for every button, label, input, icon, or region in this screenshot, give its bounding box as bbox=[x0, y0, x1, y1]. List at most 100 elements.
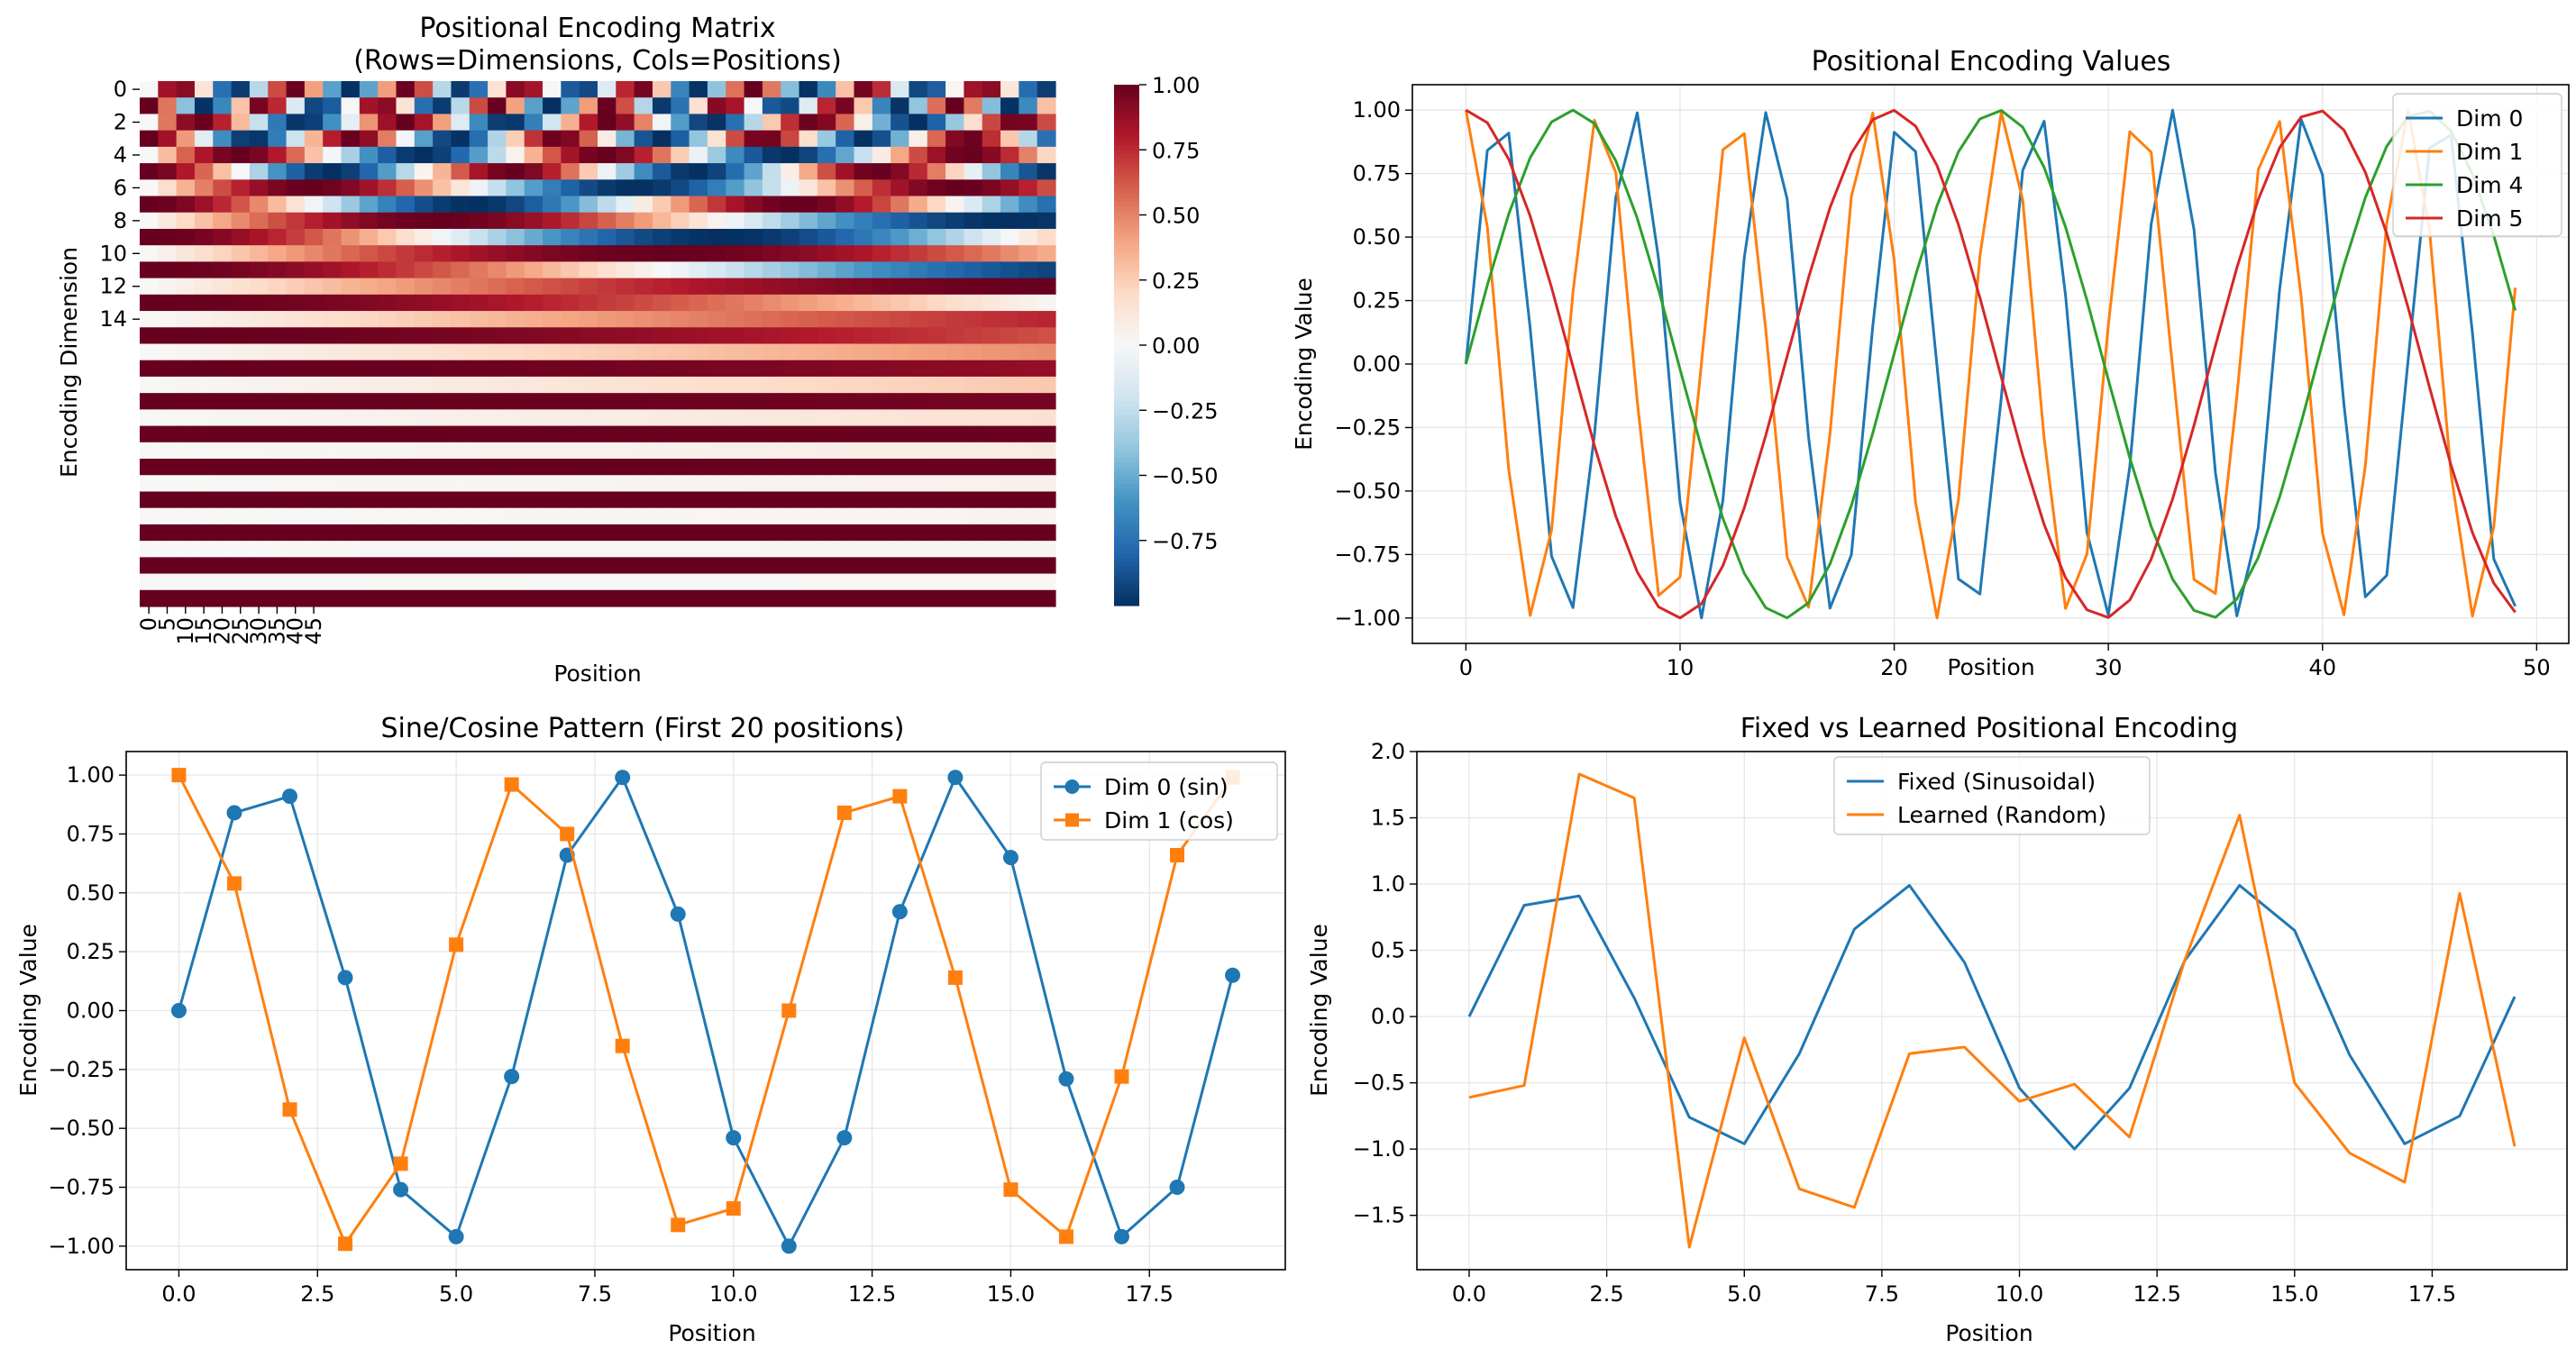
heatmap-cell bbox=[524, 376, 544, 394]
fixed-y-tick-label: 0.5 bbox=[1371, 938, 1405, 963]
heatmap-cell bbox=[323, 245, 343, 263]
heatmap-cell bbox=[543, 425, 562, 443]
heatmap-cell bbox=[506, 163, 525, 180]
heatmap-cell bbox=[964, 393, 983, 410]
heatmap-cell bbox=[543, 557, 562, 575]
sincos-y-tick-label: 0.00 bbox=[67, 998, 114, 1024]
heatmap-cell bbox=[561, 409, 580, 427]
heatmap-cell bbox=[378, 228, 397, 246]
heatmap-cell bbox=[451, 541, 470, 558]
heatmap-cell bbox=[909, 212, 928, 230]
sincos-data-point bbox=[282, 788, 298, 805]
heatmap-cell bbox=[1037, 196, 1056, 214]
heatmap-cell bbox=[561, 589, 580, 607]
colorbar-segment bbox=[1114, 341, 1139, 346]
heatmap-cell bbox=[836, 409, 855, 427]
heatmap-cell bbox=[927, 393, 946, 410]
heatmap-cell bbox=[414, 589, 434, 607]
sincos-data-point bbox=[449, 937, 464, 952]
heatmap-cell bbox=[414, 557, 434, 575]
heatmap-cell bbox=[799, 81, 818, 98]
heatmap-cell bbox=[414, 507, 434, 525]
heatmap-cell bbox=[671, 163, 690, 180]
heatmap-cell bbox=[451, 442, 470, 460]
heatmap-cell bbox=[872, 475, 891, 493]
heatmap-cell bbox=[634, 557, 653, 575]
heatmap-cell bbox=[1019, 146, 1038, 164]
heatmap-cell bbox=[1037, 393, 1056, 410]
heatmap-cell bbox=[451, 278, 470, 296]
heatmap-cell bbox=[927, 179, 946, 197]
colorbar-segment bbox=[1114, 553, 1139, 559]
heatmap-cell bbox=[616, 541, 635, 558]
heatmap-cell bbox=[927, 442, 946, 460]
heatmap-cell bbox=[854, 327, 873, 345]
heatmap-cell bbox=[799, 228, 818, 246]
heatmap-cell bbox=[726, 343, 745, 361]
heatmap-cell bbox=[1037, 541, 1056, 558]
heatmap-cell bbox=[781, 541, 800, 558]
heatmap-cell bbox=[744, 541, 763, 558]
values-title: Positional Encoding Values bbox=[1812, 46, 2171, 77]
heatmap-cell bbox=[323, 179, 343, 197]
heatmap-cell bbox=[433, 442, 452, 460]
heatmap-cell bbox=[304, 425, 324, 443]
heatmap-cell bbox=[176, 245, 196, 263]
heatmap-cell bbox=[634, 261, 653, 279]
heatmap-cell bbox=[891, 507, 910, 525]
heatmap-cell bbox=[781, 393, 800, 410]
heatmap-cell bbox=[414, 163, 434, 180]
heatmap-x-tick-label: 5 bbox=[154, 617, 179, 631]
heatmap-cell bbox=[744, 376, 763, 394]
heatmap-cell bbox=[396, 360, 416, 378]
colorbar-segment bbox=[1114, 484, 1139, 489]
heatmap-cell bbox=[1019, 228, 1038, 246]
heatmap-cell bbox=[488, 343, 507, 361]
heatmap-cell bbox=[744, 589, 763, 607]
heatmap-cell bbox=[359, 311, 379, 328]
heatmap-cell bbox=[726, 212, 745, 230]
heatmap-cell bbox=[854, 130, 873, 148]
heatmap-cell bbox=[671, 475, 690, 493]
heatmap-cell bbox=[158, 573, 178, 591]
heatmap-cell bbox=[891, 524, 910, 542]
heatmap-cell bbox=[781, 573, 800, 591]
heatmap-cell bbox=[488, 294, 507, 312]
heatmap-cell bbox=[671, 196, 690, 214]
heatmap-cell bbox=[689, 278, 708, 296]
heatmap-cell bbox=[579, 425, 598, 443]
heatmap-cell bbox=[927, 376, 946, 394]
heatmap-cell bbox=[616, 589, 635, 607]
heatmap-cell bbox=[671, 327, 690, 345]
heatmap-cell bbox=[726, 425, 745, 443]
colorbar-tick-label: 0.50 bbox=[1152, 204, 1200, 229]
heatmap-cell bbox=[707, 163, 726, 180]
heatmap-cell bbox=[909, 475, 928, 493]
heatmap-cell bbox=[671, 360, 690, 378]
heatmap-cell bbox=[854, 278, 873, 296]
heatmap-cell bbox=[304, 459, 324, 476]
heatmap-cell bbox=[1000, 212, 1019, 230]
heatmap-cell bbox=[378, 179, 397, 197]
heatmap-cell bbox=[396, 425, 416, 443]
heatmap-cell bbox=[359, 179, 379, 197]
heatmap-cell bbox=[982, 524, 1001, 542]
heatmap-cell bbox=[158, 278, 178, 296]
heatmap-cell bbox=[561, 114, 580, 132]
values-y-tick-label: 0.50 bbox=[1353, 224, 1401, 250]
heatmap-cell bbox=[213, 459, 233, 476]
heatmap-cell bbox=[140, 442, 159, 460]
heatmap-cell bbox=[927, 360, 946, 378]
values-panel: Positional Encoding Values 0 10 20 30 40 501.… bbox=[1291, 46, 2570, 680]
heatmap-x-tick-label: 35 bbox=[264, 617, 289, 645]
heatmap-cell bbox=[707, 541, 726, 558]
heatmap-cell bbox=[359, 163, 379, 180]
colorbar-tick-label: 1.00 bbox=[1152, 73, 1200, 98]
heatmap-cell bbox=[689, 179, 708, 197]
sincos-legend-label: Dim 0 (sin) bbox=[1104, 774, 1229, 800]
heatmap-cell bbox=[140, 130, 159, 148]
heatmap-cell bbox=[652, 425, 671, 443]
heatmap-cell bbox=[249, 261, 269, 279]
heatmap-cell bbox=[1019, 114, 1038, 132]
